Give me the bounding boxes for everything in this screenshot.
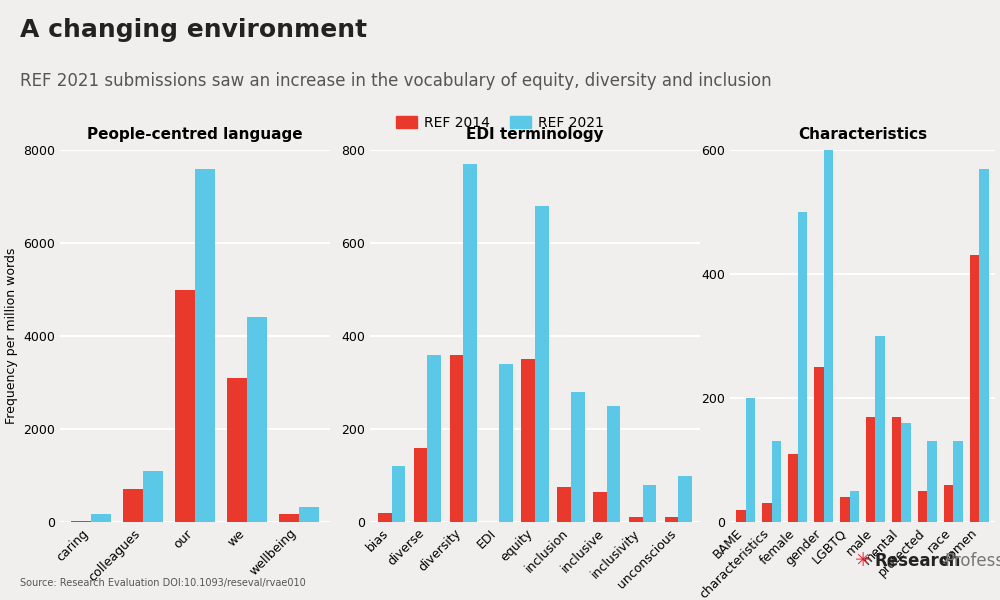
Bar [593,492,607,522]
Bar [840,497,850,522]
Bar [788,454,798,522]
Bar [927,442,937,522]
Title: Characteristics: Characteristics [798,127,927,142]
Bar [378,512,392,522]
Bar [643,485,656,522]
Bar [71,521,91,522]
Bar [195,169,215,522]
Bar [944,485,953,522]
Bar [279,514,299,522]
Bar [299,507,319,522]
Text: ✳: ✳ [855,551,871,570]
Legend: REF 2014, REF 2021: REF 2014, REF 2021 [390,110,610,136]
Bar [535,206,549,522]
Bar [850,491,859,522]
Bar [143,471,163,522]
Bar [746,398,755,522]
Bar [521,359,535,522]
Text: A changing environment: A changing environment [20,18,367,42]
Bar [427,355,441,522]
Bar [463,164,477,522]
Text: REF 2021 submissions saw an increase in the vocabulary of equity, diversity and : REF 2021 submissions saw an increase in … [20,72,772,90]
Bar [866,416,875,522]
Bar [392,466,405,522]
Bar [772,442,781,522]
Bar [414,448,427,522]
Bar [824,94,833,522]
Bar [875,336,885,522]
Bar [953,442,963,522]
Bar [499,364,513,522]
Bar [450,355,463,522]
Bar [979,169,989,522]
Bar [557,487,571,522]
Bar [970,256,979,522]
Bar [918,491,927,522]
Bar [762,503,772,522]
Bar [901,423,911,522]
Bar [607,406,620,522]
Bar [665,517,678,522]
Bar [629,517,643,522]
Text: Research: Research [875,552,961,570]
Bar [814,367,824,522]
Bar [247,317,267,522]
Bar [892,416,901,522]
Bar [123,490,143,522]
Text: Source: Research Evaluation DOI:10.1093/reseval/rvae010: Source: Research Evaluation DOI:10.1093/… [20,578,306,588]
Bar [736,509,746,522]
Bar [227,378,247,522]
Title: People-centred language: People-centred language [87,127,303,142]
Y-axis label: Frequency per million words: Frequency per million words [5,248,18,424]
Bar [798,212,807,522]
Bar [91,514,111,522]
Bar [175,289,195,522]
Title: EDI terminology: EDI terminology [466,127,604,142]
Bar [678,475,692,522]
Text: Professional: Professional [944,552,1000,570]
Bar [571,392,584,522]
